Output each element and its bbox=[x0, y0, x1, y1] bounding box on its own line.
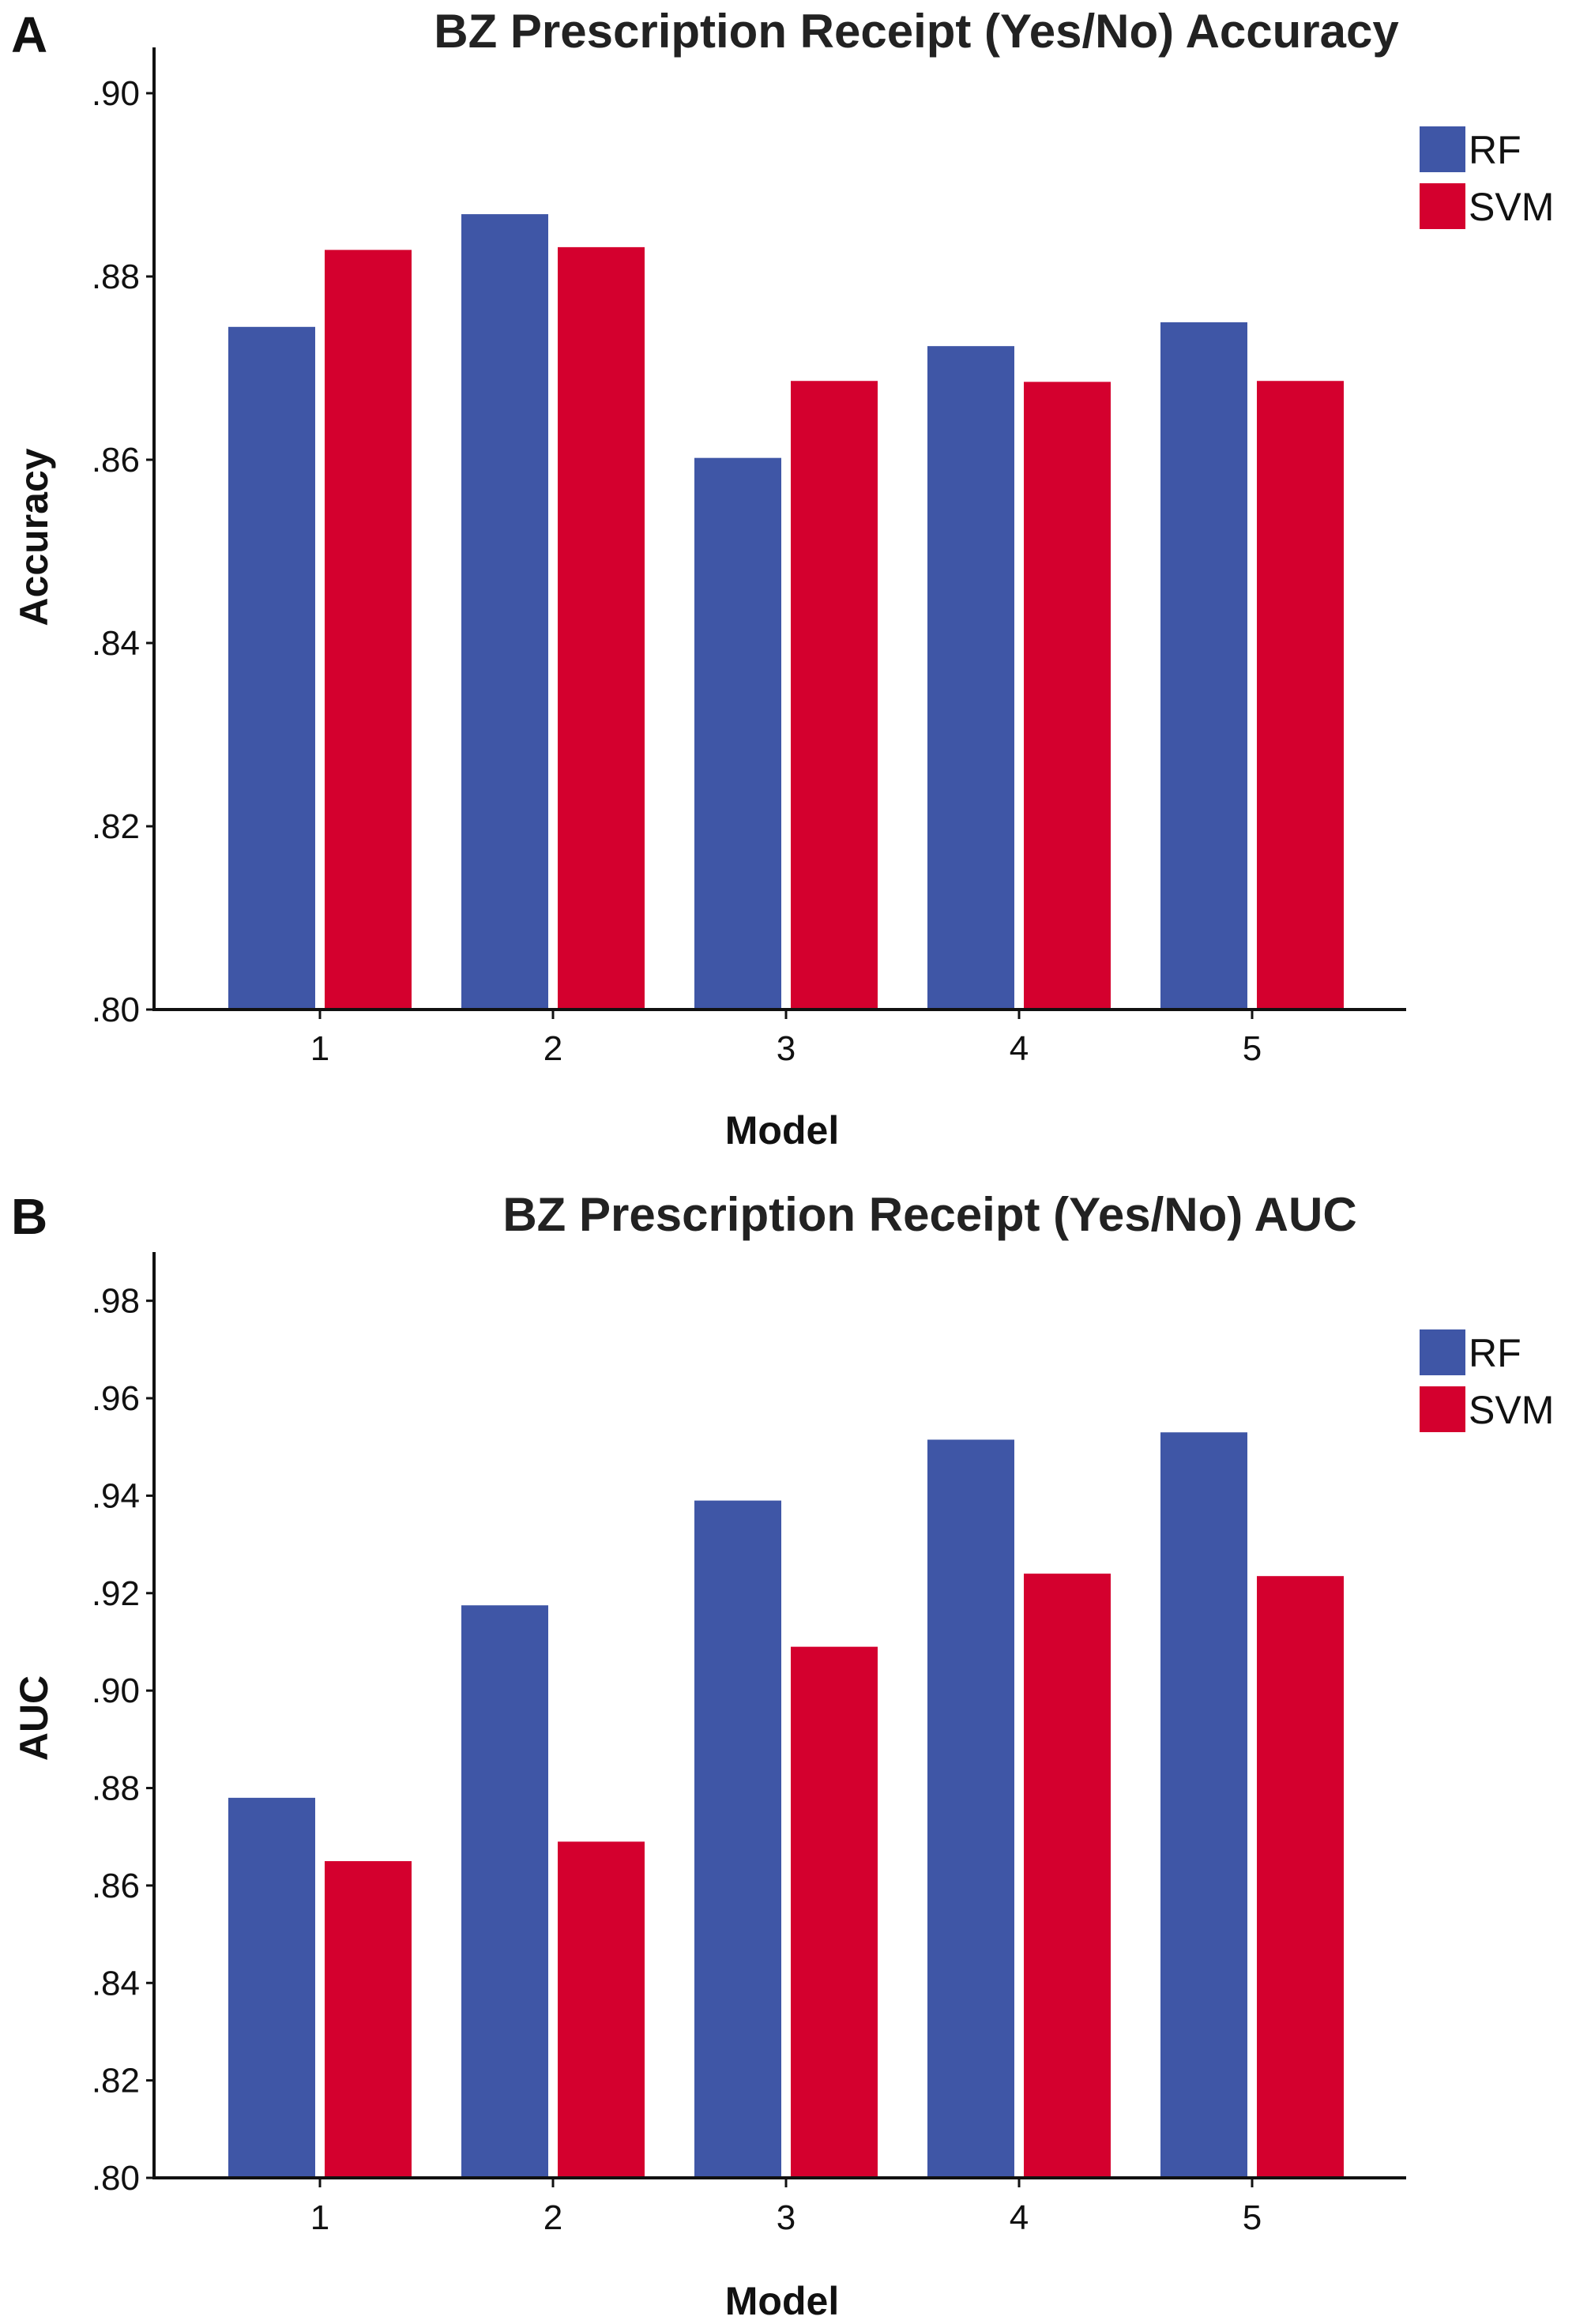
legend-swatch-rf-a bbox=[1420, 126, 1465, 172]
legend-a: RF SVM bbox=[1420, 126, 1554, 229]
y-tick-label-b: .84 bbox=[92, 1964, 140, 2002]
bars-b bbox=[228, 1432, 1344, 2178]
y-tick-label-a: .84 bbox=[92, 624, 140, 663]
panel-letter-a: A bbox=[11, 6, 47, 63]
y-axis-title-b: AUC bbox=[12, 1675, 56, 1761]
x-tick-label-b: 2 bbox=[544, 2198, 562, 2237]
bar-rf-model-5-b bbox=[1160, 1432, 1247, 2178]
x-ticks-b: 1 2 3 4 5 bbox=[310, 2178, 1262, 2237]
legend-label-svm-a: SVM bbox=[1469, 185, 1554, 229]
x-axis-title-a: Model bbox=[725, 1108, 839, 1153]
x-tick-label-a: 5 bbox=[1243, 1029, 1262, 1068]
y-ticks-b: .80 .82 .84 .86 .88 .90 .92 .94 .96 .98 bbox=[92, 1282, 154, 2198]
bar-rf-model-1-a bbox=[228, 326, 315, 1010]
bar-svm-model-1-a bbox=[325, 250, 412, 1010]
y-tick-label-b: .82 bbox=[92, 2062, 140, 2100]
x-tick-label-a: 4 bbox=[1010, 1029, 1029, 1068]
bar-rf-model-4-b bbox=[927, 1439, 1014, 2178]
y-tick-label-b: .90 bbox=[92, 1672, 140, 1710]
bar-rf-model-5-a bbox=[1160, 322, 1247, 1010]
axes-a bbox=[152, 47, 1406, 1011]
bar-rf-model-3-a bbox=[694, 457, 781, 1010]
axes-b bbox=[152, 1252, 1406, 2179]
x-tick-label-b: 3 bbox=[777, 2198, 796, 2237]
legend-label-svm-b: SVM bbox=[1469, 1388, 1554, 1432]
bar-rf-model-1-b bbox=[228, 1797, 315, 2178]
y-axis-title-a: Accuracy bbox=[12, 448, 56, 626]
bar-rf-model-2-a bbox=[461, 214, 548, 1010]
chart-title-b: BZ Prescription Receipt (Yes/No) AUC bbox=[502, 1188, 1356, 1241]
bars-a bbox=[228, 214, 1344, 1010]
legend-b: RF SVM bbox=[1420, 1329, 1554, 1432]
bar-svm-model-1-b bbox=[325, 1861, 412, 2178]
y-tick-label-b: .98 bbox=[92, 1282, 140, 1321]
legend-swatch-svm-a bbox=[1420, 183, 1465, 229]
y-tick-label-a: .90 bbox=[92, 74, 140, 113]
bar-svm-model-4-a bbox=[1024, 382, 1111, 1010]
x-axis-title-b: Model bbox=[725, 2279, 839, 2323]
y-tick-label-b: .80 bbox=[92, 2159, 140, 2198]
y-tick-label-b: .86 bbox=[92, 1867, 140, 1905]
x-tick-label-a: 3 bbox=[777, 1029, 796, 1068]
panel-letter-b: B bbox=[11, 1188, 47, 1245]
bar-svm-model-5-a bbox=[1257, 381, 1344, 1010]
chart-panel-b: B BZ Prescription Receipt (Yes/No) AUC A… bbox=[11, 1188, 1554, 2323]
y-tick-label-b: .94 bbox=[92, 1476, 140, 1515]
chart-title-a: BZ Prescription Receipt (Yes/No) Accurac… bbox=[434, 5, 1399, 58]
x-tick-label-b: 5 bbox=[1243, 2198, 1262, 2237]
y-tick-label-a: .80 bbox=[92, 991, 140, 1029]
bar-rf-model-4-a bbox=[927, 346, 1014, 1010]
legend-label-rf-b: RF bbox=[1469, 1331, 1521, 1375]
bar-rf-model-3-b bbox=[694, 1500, 781, 2178]
legend-swatch-svm-b bbox=[1420, 1386, 1465, 1432]
x-tick-label-a: 1 bbox=[310, 1029, 329, 1068]
x-tick-label-a: 2 bbox=[544, 1029, 562, 1068]
y-ticks-a: .80 .82 .84 .86 .88 .90 bbox=[92, 74, 154, 1029]
x-tick-label-b: 1 bbox=[310, 2198, 329, 2237]
bar-rf-model-2-b bbox=[461, 1605, 548, 2178]
y-tick-label-b: .96 bbox=[92, 1379, 140, 1418]
bar-svm-model-3-a bbox=[791, 381, 878, 1010]
y-tick-label-b: .88 bbox=[92, 1769, 140, 1808]
y-tick-label-a: .86 bbox=[92, 441, 140, 479]
bar-svm-model-4-b bbox=[1024, 1574, 1111, 2178]
bar-svm-model-3-b bbox=[791, 1646, 878, 2178]
legend-label-rf-a: RF bbox=[1469, 128, 1521, 172]
x-tick-label-b: 4 bbox=[1010, 2198, 1029, 2237]
bar-svm-model-5-b bbox=[1257, 1576, 1344, 2178]
y-tick-label-b: .92 bbox=[92, 1574, 140, 1613]
bar-svm-model-2-a bbox=[558, 246, 645, 1010]
legend-swatch-rf-b bbox=[1420, 1329, 1465, 1375]
x-ticks-a: 1 2 3 4 5 bbox=[310, 1010, 1262, 1068]
chart-panel-a: A BZ Prescription Receipt (Yes/No) Accur… bbox=[11, 5, 1554, 1153]
y-tick-label-a: .82 bbox=[92, 807, 140, 846]
y-tick-label-a: .88 bbox=[92, 258, 140, 296]
bar-svm-model-2-b bbox=[558, 1841, 645, 2178]
